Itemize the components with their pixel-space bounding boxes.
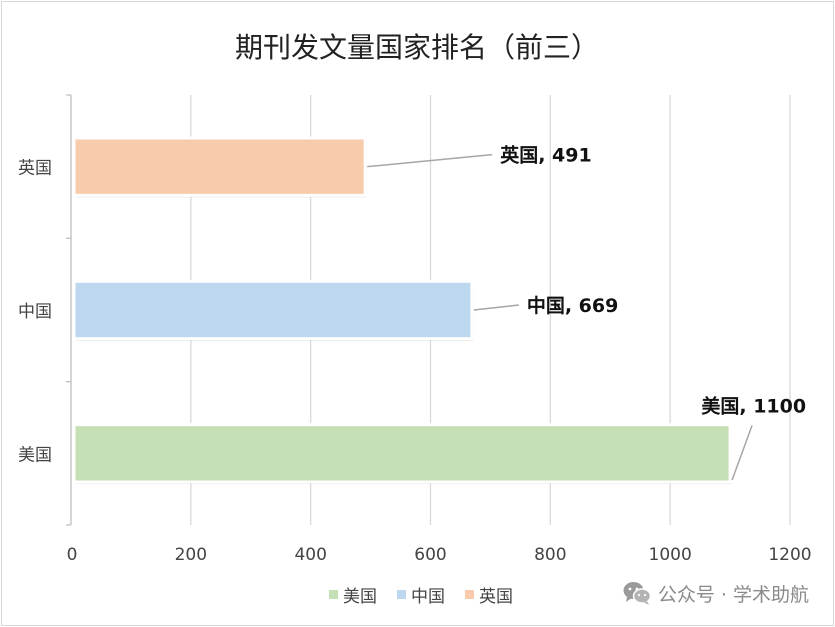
bar-中国	[72, 279, 474, 341]
legend-label: 中国	[411, 587, 445, 607]
tick-labels: 0 200 400 600 800 1000 1200	[67, 545, 812, 565]
legend: 美国 中国 英国	[329, 587, 513, 607]
leader-line	[731, 425, 753, 481]
leader-lines	[367, 153, 753, 481]
x-tick-label: 0	[67, 545, 78, 565]
data-label: 中国, 669	[527, 294, 619, 317]
legend-swatch	[329, 590, 338, 599]
legend-swatch	[397, 590, 406, 599]
x-tick-label: 200	[175, 545, 207, 565]
chart-title: 期刊发文量国家排名（前三）	[235, 31, 599, 64]
category-label: 中国	[18, 302, 52, 322]
category-label: 英国	[18, 159, 52, 179]
category-label: 美国	[18, 445, 52, 465]
x-tick-label: 600	[414, 545, 446, 565]
data-label: 美国, 1100	[701, 394, 806, 417]
bar-英国	[72, 136, 367, 197]
leader-line	[473, 304, 519, 311]
axes	[66, 94, 72, 526]
x-tick-label: 400	[294, 545, 326, 565]
bar-美国	[72, 423, 732, 484]
wechat-icon	[622, 580, 652, 606]
data-label: 英国, 491	[500, 144, 591, 167]
leader-line	[367, 153, 493, 168]
watermark-text: 公众号 · 学术助航	[657, 583, 809, 606]
legend-label: 美国	[343, 587, 377, 607]
x-tick-label: 1200	[768, 545, 811, 565]
x-tick-label: 1000	[649, 545, 692, 565]
x-tick-label: 800	[534, 545, 566, 565]
legend-label: 英国	[479, 587, 513, 607]
legend-swatch	[465, 590, 474, 599]
watermark: 公众号 · 学术助航	[622, 579, 809, 607]
bars	[72, 136, 732, 484]
data-labels: 美国, 1100 中国, 669 英国, 491	[500, 144, 806, 418]
